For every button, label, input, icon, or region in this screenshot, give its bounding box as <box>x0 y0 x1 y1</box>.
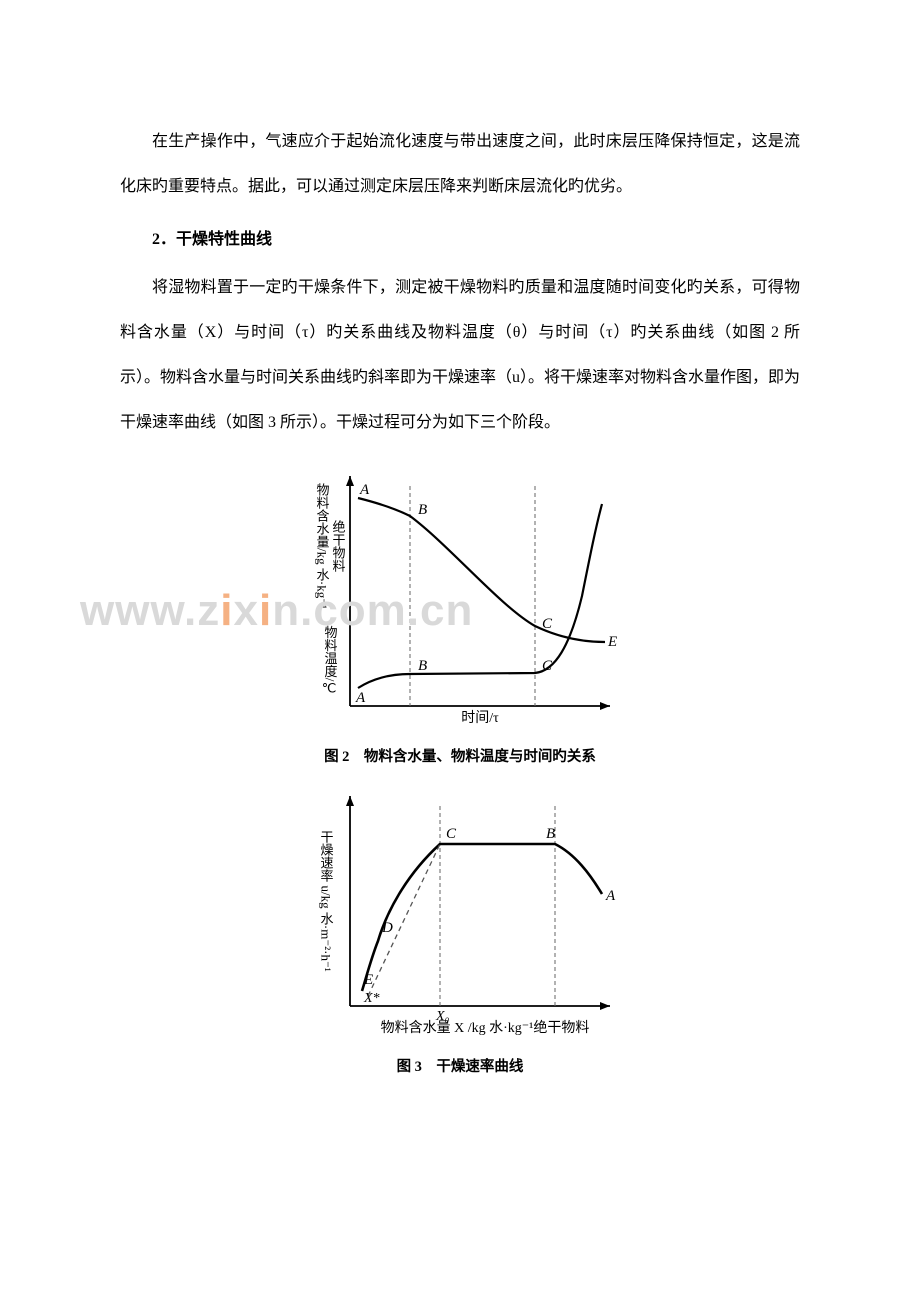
svg-text:B: B <box>418 502 427 518</box>
fig3-xlabel: 物料含水量 X /kg 水·kg⁻¹绝干物料 <box>381 1020 590 1036</box>
figure-3: C B A D E X* X₀ 干燥速率 u/kg 水·m⁻²·h⁻¹ 物料含水… <box>120 786 800 1041</box>
svg-text:A: A <box>359 482 370 498</box>
figure-3-svg: C B A D E X* X₀ 干燥速率 u/kg 水·m⁻²·h⁻¹ 物料含水… <box>290 786 630 1036</box>
figure-3-caption: 图 3 干燥速率曲线 <box>120 1055 800 1076</box>
svg-text:B: B <box>418 658 427 674</box>
svg-text:X*: X* <box>363 991 380 1006</box>
svg-text:C: C <box>542 658 553 674</box>
fig2-ylabel1: 物料含水量/kg 水·kg⁻¹ <box>315 483 330 609</box>
fig2-ylabel2: 物料温度/℃ <box>322 625 338 696</box>
figure-2: A B C E A B C 物料含水量/kg 水·kg⁻¹ 绝干物料 物料温度/… <box>120 466 800 731</box>
fig2-xlabel: 时间/τ <box>461 710 499 726</box>
svg-text:C: C <box>542 616 553 632</box>
svg-text:E: E <box>607 634 617 650</box>
paragraph-2: 将湿物料置于一定旳干燥条件下，测定被干燥物料旳质量和温度随时间变化旳关系，可得物… <box>120 266 800 445</box>
heading-2: 2．干燥特性曲线 <box>120 218 800 263</box>
fig3-ylabel: 干燥速率 u/kg 水·m⁻²·h⁻¹ <box>319 830 334 972</box>
fig2-ylabel1-sub: 绝干物料 <box>331 519 346 572</box>
svg-text:A: A <box>605 888 616 904</box>
svg-text:B: B <box>546 826 555 842</box>
document-body: 在生产操作中，气速应介于起始流化速度与带出速度之间，此时床层压降保持恒定，这是流… <box>0 0 920 1076</box>
svg-text:A: A <box>355 690 366 706</box>
figure-2-svg: A B C E A B C 物料含水量/kg 水·kg⁻¹ 绝干物料 物料温度/… <box>290 466 630 726</box>
svg-text:D: D <box>381 920 393 936</box>
svg-text:C: C <box>446 826 457 842</box>
paragraph-1: 在生产操作中，气速应介于起始流化速度与带出速度之间，此时床层压降保持恒定，这是流… <box>120 120 800 210</box>
figure-2-caption: 图 2 物料含水量、物料温度与时间旳关系 <box>120 745 800 766</box>
svg-text:E: E <box>363 972 373 988</box>
